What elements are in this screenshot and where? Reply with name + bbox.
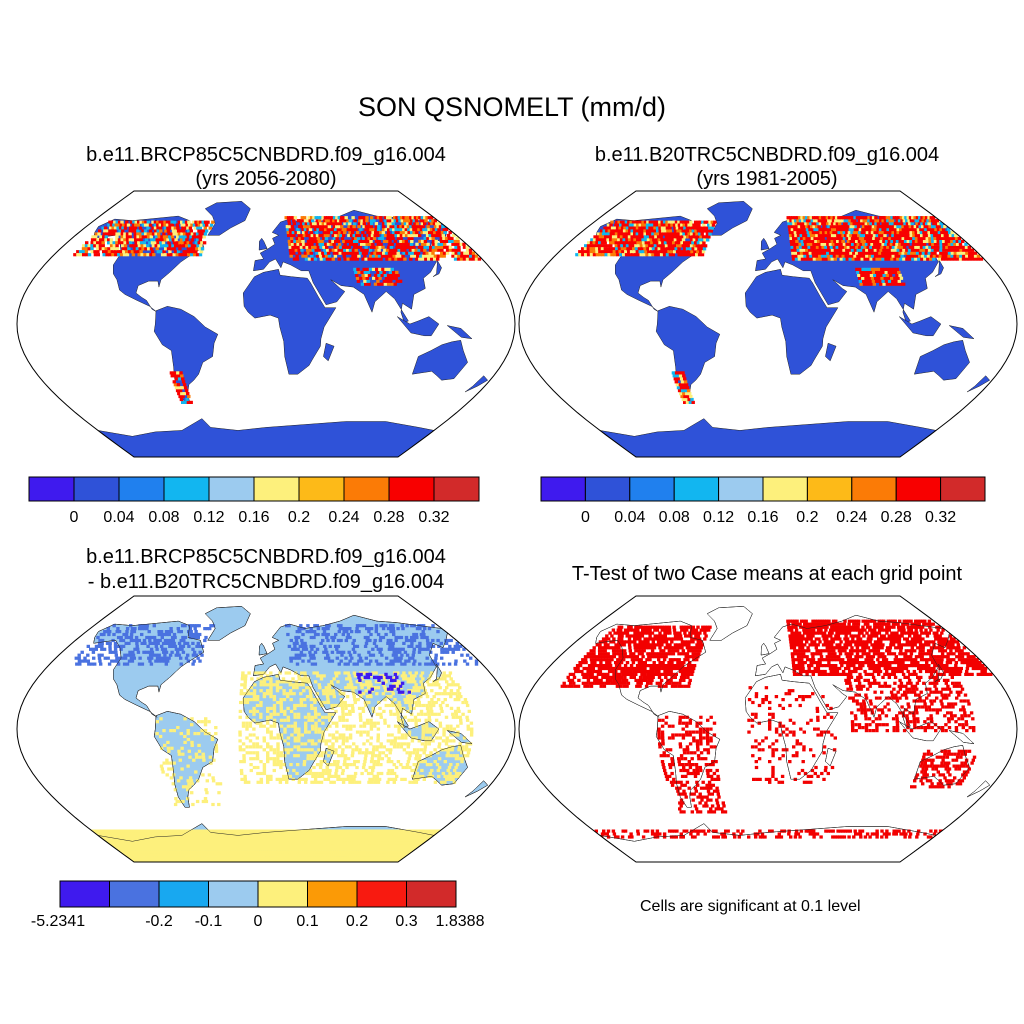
colorbar-swatch — [163, 476, 210, 502]
land-australia — [913, 340, 970, 381]
colorbar-tick-label: 0 — [254, 913, 263, 930]
land-antarctica — [599, 418, 937, 457]
colorbar-tick-label: 0.32 — [418, 509, 449, 526]
panel1-map — [16, 190, 516, 458]
land-africa — [744, 269, 839, 375]
map-border — [16, 190, 516, 458]
colorbar-tick-label: 0.04 — [614, 509, 645, 526]
colorbar-tick-label: 0.3 — [395, 913, 417, 930]
colorbar-tick-label: 0.16 — [238, 509, 269, 526]
colorbar-tick-label: 0.32 — [925, 509, 956, 526]
colorbar-swatch — [851, 476, 897, 502]
colorbar-tick-label: 0.12 — [703, 509, 734, 526]
panel3-colorbar: -5.2341 -0.2 -0.1 0 0.1 0.2 0.3 1.8388 — [31, 880, 485, 930]
colorbar-swatch — [433, 476, 480, 502]
panel4-title: T-Test of two Case means at each grid po… — [571, 563, 963, 585]
colorbar-tick-label: 0.2 — [796, 509, 818, 526]
land-madagascar — [825, 342, 837, 362]
panel1-title-line2: (yrs 2056-2080) — [195, 168, 337, 190]
colorbar-tick-label: 0.28 — [373, 509, 404, 526]
colorbar-swatch — [895, 476, 942, 502]
colorbar-tick-label: -0.1 — [195, 913, 223, 930]
colorbar-swatch — [298, 476, 345, 502]
colorbar-tick-label: -5.2341 — [31, 913, 85, 930]
panel2-map — [518, 190, 1018, 458]
panel2-title-line2: (yrs 1981-2005) — [696, 168, 838, 190]
colorbar-swatch — [940, 476, 986, 502]
land-antarctica — [599, 823, 937, 862]
colorbar-swatch — [307, 880, 358, 908]
panel2-colorbar: 0 0.04 0.08 0.12 0.16 0.2 0.24 0.28 0.32 — [540, 476, 986, 526]
land-greenland — [706, 606, 753, 641]
colorbar-tick-label: -0.2 — [145, 913, 173, 930]
colorbar-swatch — [540, 476, 586, 502]
colorbar-tick-label: 1.8388 — [436, 913, 485, 930]
colorbar-tick-label: 0.24 — [836, 509, 867, 526]
colorbar-swatch — [584, 476, 631, 502]
colorbar-tick-label: 0.04 — [103, 509, 134, 526]
colorbar-swatch — [388, 476, 435, 502]
land-newZealand — [464, 375, 489, 393]
colorbar-swatch — [208, 880, 259, 908]
colorbar-tick-label: 0 — [581, 509, 590, 526]
land-africa — [242, 269, 337, 375]
colorbar-swatch — [208, 476, 255, 502]
panel4-map — [518, 595, 1018, 863]
panel3-title-line2: - b.e11.B20TRC5CNBDRD.f09_g16.004 — [87, 571, 445, 593]
colorbar-tick-label: 0.1 — [296, 913, 318, 930]
panel2-title-line1: b.e11.B20TRC5CNBDRD.f09_g16.004 — [594, 144, 940, 166]
colorbar-swatch — [59, 880, 110, 908]
colorbar-swatch — [253, 476, 300, 502]
colorbar-swatch — [73, 476, 120, 502]
colorbar-swatch — [806, 476, 853, 502]
colorbar-swatch — [109, 880, 160, 908]
land-southAmerica — [655, 306, 721, 403]
land-newGuinea — [949, 325, 975, 340]
land-newGuinea — [447, 325, 473, 340]
colorbar-swatch — [158, 880, 209, 908]
figure-title: SON QSNOMELT (mm/d) — [357, 92, 667, 122]
colorbar-tick-label: 0.2 — [288, 509, 310, 526]
colorbar-tick-label: 0.28 — [881, 509, 912, 526]
panel1-title-line1: b.e11.BRCP85C5CNBDRD.f09_g16.004 — [86, 144, 446, 166]
colorbar-swatch — [673, 476, 720, 502]
colorbar-tick-label: 0.08 — [148, 509, 179, 526]
colorbar-swatch — [118, 476, 165, 502]
colorbar-swatch — [257, 880, 308, 908]
land-australia — [411, 340, 468, 381]
colorbar-swatch — [762, 476, 808, 502]
land-greenland — [204, 201, 251, 236]
panel3-title-line1: b.e11.BRCP85C5CNBDRD.f09_g16.004 — [86, 546, 446, 568]
land-newZealand — [966, 375, 991, 393]
land-madagascar — [323, 342, 335, 362]
land-indonesia — [397, 316, 440, 337]
colorbar-swatch — [28, 476, 75, 502]
significance-note: Cells are significant at 0.1 level — [640, 898, 861, 915]
colorbar-tick-label: 0.12 — [193, 509, 224, 526]
panel1-colorbar: 0 0.04 0.08 0.12 0.16 0.2 0.24 0.28 0.32 — [28, 476, 480, 526]
map-border — [518, 595, 1018, 863]
colorbar-tick-label: 0.16 — [747, 509, 778, 526]
panel3-map — [16, 595, 516, 863]
colorbar-swatch — [406, 880, 457, 908]
map-border — [16, 595, 516, 863]
colorbar-swatch — [629, 476, 675, 502]
land-greenland — [204, 606, 251, 641]
land-southAmerica — [153, 306, 219, 403]
colorbar-swatch — [718, 476, 764, 502]
land-uk — [258, 237, 268, 251]
colorbar-swatch — [356, 880, 407, 908]
colorbar-swatch — [343, 476, 390, 502]
land-indonesia — [899, 316, 942, 337]
land-uk — [760, 237, 770, 251]
land-antarctica — [97, 418, 435, 457]
map-border — [518, 190, 1018, 458]
colorbar-tick-label: 0 — [70, 509, 79, 526]
colorbar-tick-label: 0.24 — [328, 509, 359, 526]
colorbar-tick-label: 0.2 — [346, 913, 368, 930]
colorbar-tick-label: 0.08 — [659, 509, 690, 526]
land-greenland — [706, 201, 753, 236]
land-newGuinea — [949, 730, 975, 745]
